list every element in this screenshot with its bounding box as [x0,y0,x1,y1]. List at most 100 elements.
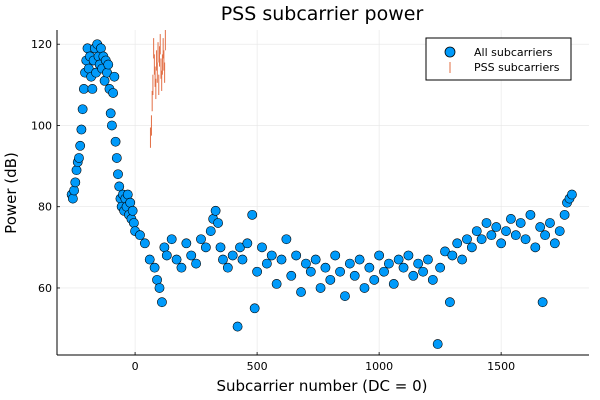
data-point [554,226,565,236]
data-point [242,238,253,249]
data-point [325,274,336,285]
data-point [379,266,389,277]
data-point [427,274,438,285]
data-point [466,242,477,253]
data-point [301,258,311,269]
data-point [335,266,345,277]
data-point [232,321,243,332]
data-point [70,177,81,188]
data-point [286,270,297,281]
data-point [359,283,370,293]
data-point [540,230,550,241]
data-point [349,270,360,281]
data-point [393,254,404,265]
data-point [249,303,260,314]
data-point [257,242,267,253]
data-point [74,153,84,163]
data-point [271,279,282,289]
data-point [171,254,182,265]
data-point [435,262,446,273]
data-point [87,84,98,94]
data-point [276,254,287,265]
data-point [186,250,197,261]
data-point [215,242,226,253]
data-point [105,108,116,119]
x-tick-label: 500 [247,360,268,373]
data-point [181,238,192,249]
data-point [139,238,150,249]
data-point [166,234,177,245]
legend-label-all-subcarriers: All subcarriers [474,46,553,59]
data-point [559,209,570,220]
data-point [486,230,497,241]
legend: All subcarriers PSS subcarriers [425,37,572,81]
data-point [471,226,482,236]
x-ticks: 0 500 1000 1500 [132,352,515,373]
data-point [152,274,162,285]
data-point [191,258,202,269]
data-point [67,193,78,204]
data-point [71,165,82,176]
data-point [237,254,248,265]
data-point [128,218,139,228]
data-point [161,250,172,261]
data-point [218,254,228,265]
data-point [122,189,133,200]
data-point [261,258,272,269]
data-point [481,218,492,228]
x-tick-label: 0 [132,360,139,373]
x-tick-label: 1000 [365,360,393,373]
data-point [296,287,306,297]
y-axis-label: Power (dB) [2,152,20,234]
data-point [423,254,433,265]
data-point [114,181,125,192]
data-point [108,88,119,98]
data-point [567,189,577,200]
data-point [525,209,536,220]
data-point [315,283,326,293]
data-point [125,197,136,208]
data-point [374,250,385,261]
data-point [75,140,86,151]
data-point [76,124,87,135]
data-point [227,250,238,261]
data-point [462,234,472,245]
data-point [452,238,463,249]
y-tick-label: 100 [31,119,52,132]
data-point [310,254,321,265]
data-point [305,266,316,277]
data-point [266,250,277,261]
data-point [111,153,122,163]
data-point [537,297,548,308]
data-point [418,266,428,277]
data-point [320,262,331,273]
data-point [69,185,79,196]
data-point [457,254,468,265]
data-point [144,254,155,265]
data-point [107,120,117,131]
y-tick-label: 60 [38,282,52,295]
data-point [149,262,160,273]
data-point [354,254,365,265]
data-point [200,242,211,253]
data-point [222,262,233,273]
data-point [501,226,511,236]
y-tick-label: 120 [31,38,52,51]
data-point [388,279,399,289]
data-point [444,297,455,308]
data-point [281,234,292,245]
data-point [549,238,560,249]
data-point [154,283,165,293]
data-point [515,218,526,228]
data-point [205,226,216,236]
legend-marker-all-subcarriers [444,46,456,58]
data-point [78,84,89,94]
plot-frame: 0 500 1000 1500 60 80 100 120 [31,30,589,373]
data-point [520,234,531,245]
data-point [491,222,502,232]
data-point [364,262,375,273]
data-point [545,218,555,228]
data-point [383,258,394,269]
data-point [157,297,167,308]
